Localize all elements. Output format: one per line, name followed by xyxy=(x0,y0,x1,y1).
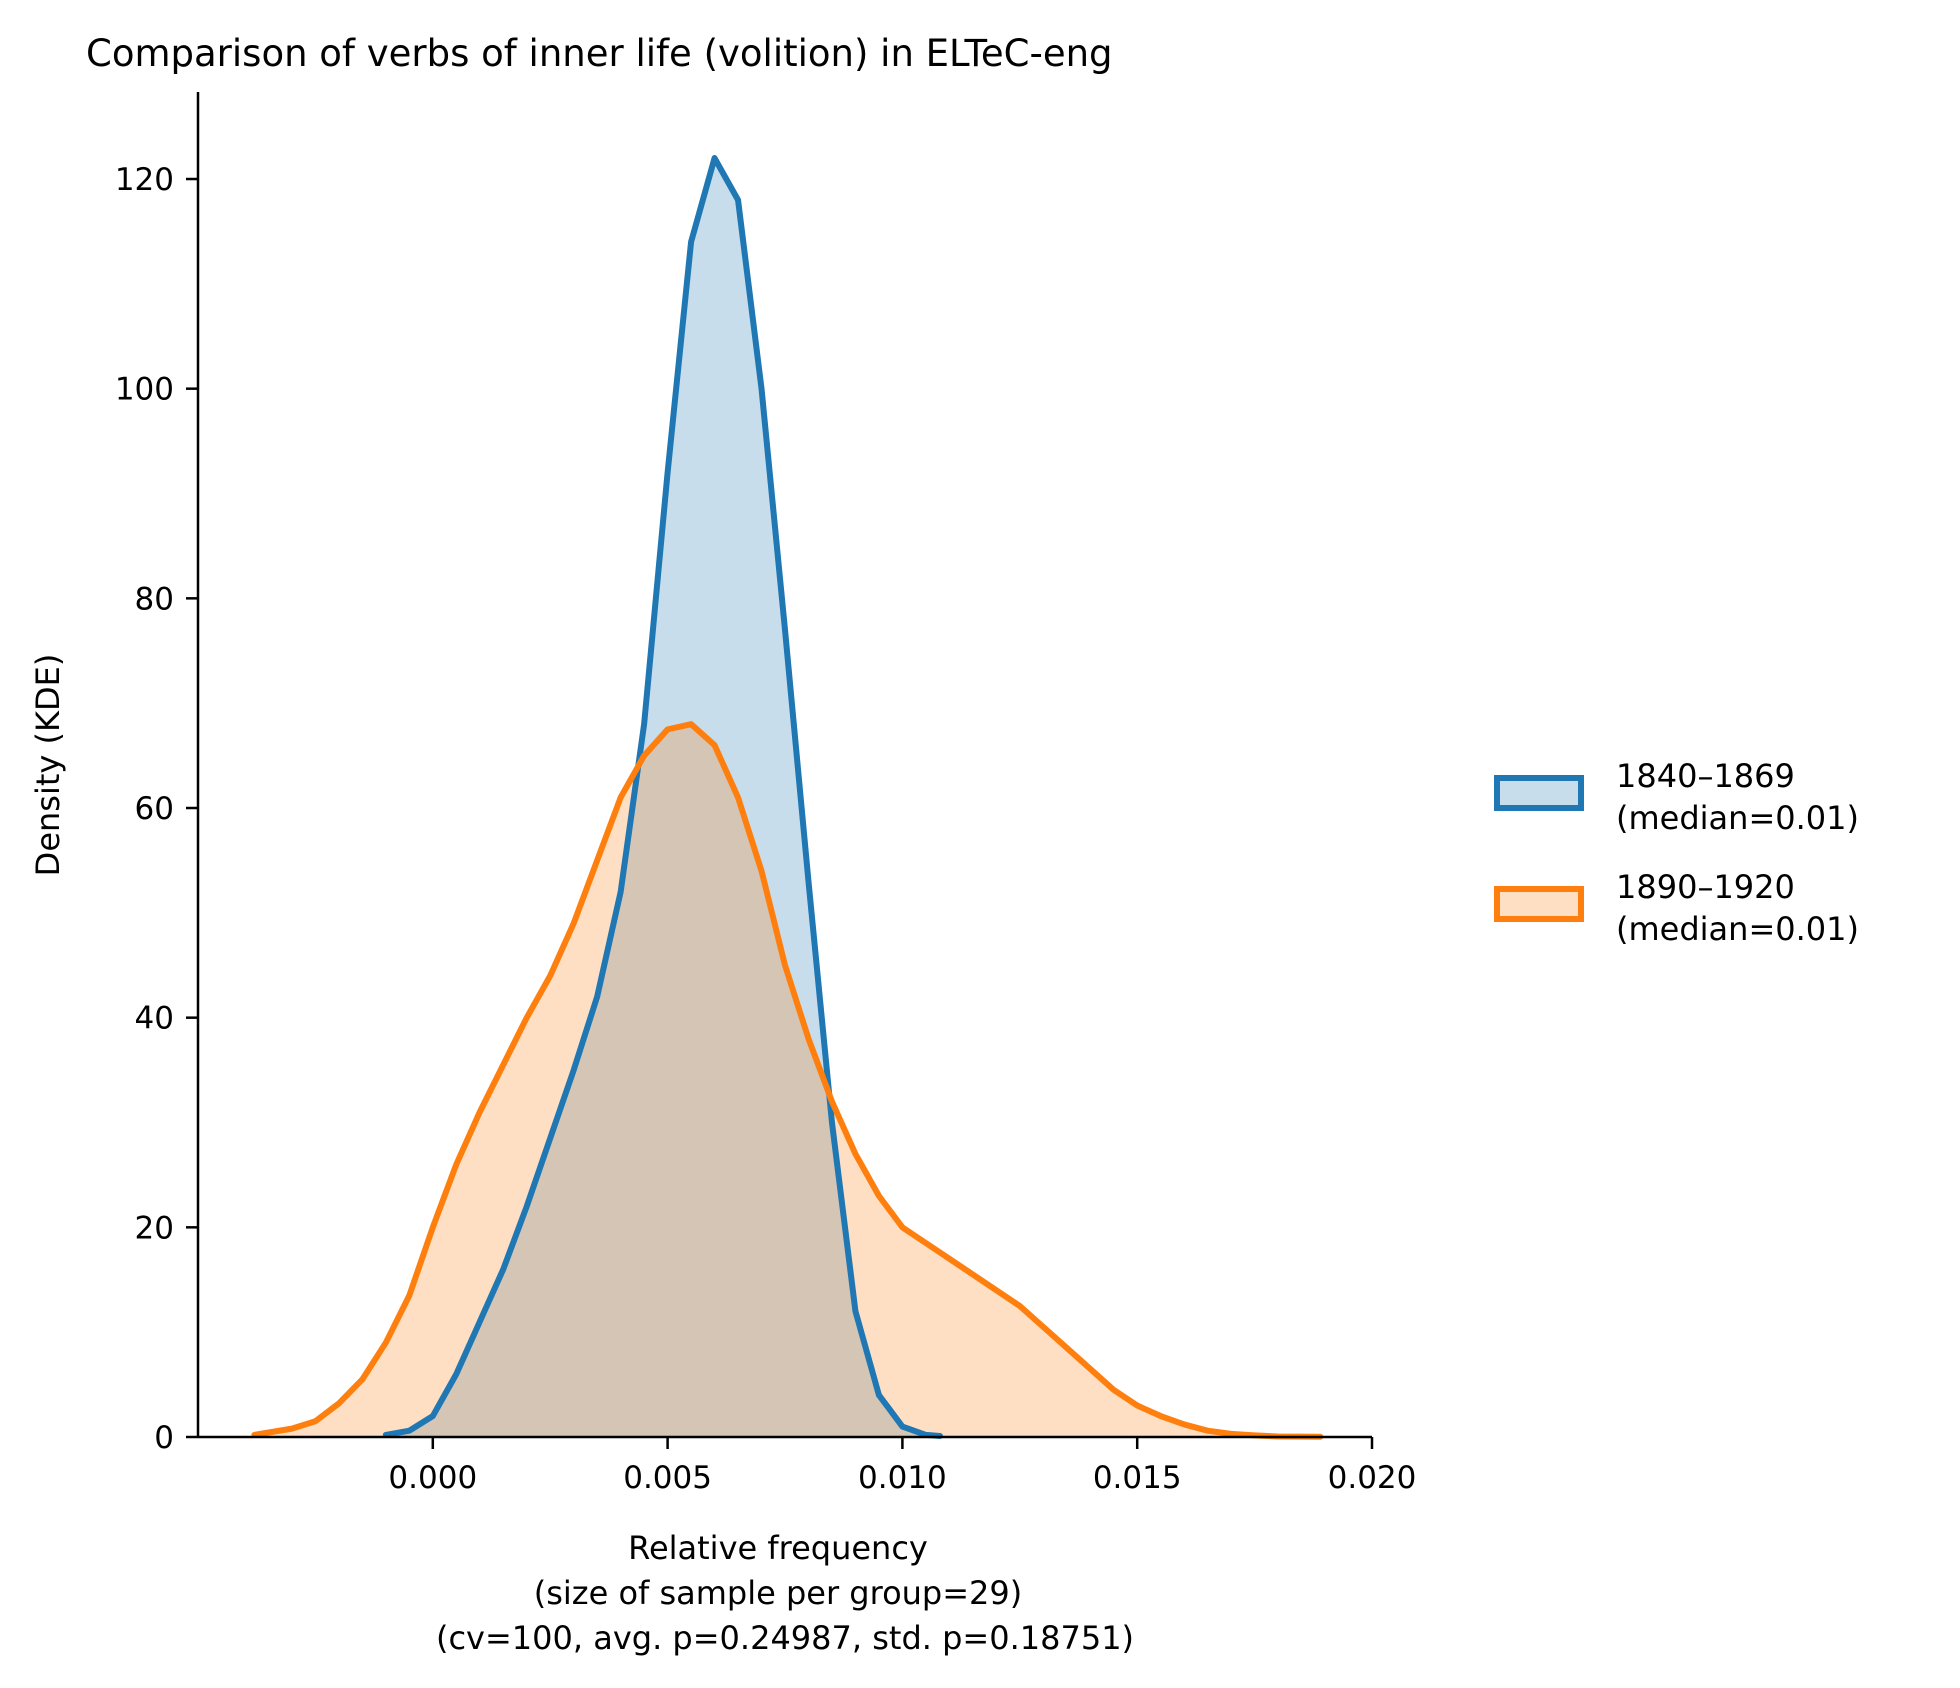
series-2-fill-area xyxy=(254,724,1321,1437)
x-tick-label: 0.010 xyxy=(858,1460,947,1496)
x-axis-label-line-3: (cv=100, avg. p=0.24987, std. p=0.18751) xyxy=(436,1619,1134,1657)
y-tick-label: 0 xyxy=(154,1420,174,1456)
legend-label-1-line-2: (median=0.01) xyxy=(1616,799,1859,837)
y-tick-label: 80 xyxy=(135,581,174,617)
y-tick-label: 100 xyxy=(115,372,174,408)
legend-swatch-1 xyxy=(1494,775,1584,811)
chart-title: Comparison of verbs of inner life (volit… xyxy=(86,32,1113,75)
legend-label-1-line-1: 1840–1869 xyxy=(1616,757,1795,795)
y-tick-label: 20 xyxy=(135,1210,174,1246)
legend-label-2-line-1: 1890–1920 xyxy=(1616,868,1795,906)
y-axis-label: Density (KDE) xyxy=(29,654,67,877)
x-tick-label: 0.000 xyxy=(388,1460,477,1496)
x-tick-label: 0.015 xyxy=(1093,1460,1182,1496)
y-tick-label: 120 xyxy=(115,162,174,198)
series-2-line xyxy=(251,721,1324,1440)
series-1-line xyxy=(382,155,943,1439)
x-ticks: 0.000 0.005 0.010 0.015 0.020 xyxy=(388,1437,1416,1496)
legend: 1840–1869 (median=0.01) 1890–1920 (median=0… xyxy=(1494,757,1859,948)
x-tick-label: 0.005 xyxy=(623,1460,712,1496)
legend-label-2-line-2: (median=0.01) xyxy=(1616,910,1859,948)
x-tick-label: 0.020 xyxy=(1328,1460,1417,1496)
x-axis-label-line-2: (size of sample per group=29) xyxy=(534,1574,1023,1612)
series-1-fill-area xyxy=(385,158,940,1437)
series-layer xyxy=(251,155,1324,1440)
y-ticks: 0 20 40 60 80 100 120 xyxy=(115,162,198,1456)
y-tick-label: 60 xyxy=(135,791,174,827)
legend-swatch-2 xyxy=(1494,886,1584,922)
y-tick-label: 40 xyxy=(135,1001,174,1037)
x-axis-label-line-1: Relative frequency xyxy=(628,1529,928,1567)
